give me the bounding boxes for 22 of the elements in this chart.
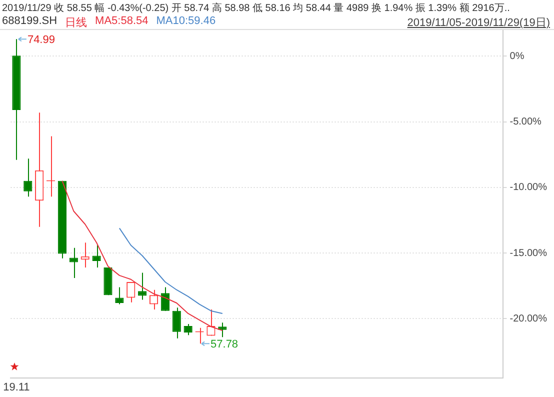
candlestick [69, 247, 78, 279]
text: 2019/11/05-2019/11/29(19日) [407, 16, 550, 30]
y-tick-label: -15.00% [510, 248, 548, 259]
candlestick [126, 281, 136, 303]
y-tick-label: 0% [510, 51, 524, 62]
annotation: 57.78 [210, 338, 238, 351]
x-tick-label: 19.11 [3, 381, 30, 394]
chart-title: 2019/11/29 收 58.55 幅 -0.43%(-0.25) 开 58.74 高 58.98 低 58.16 均 58.44 量 4989 换 1.94% 振 1.39% 额 2916万.. [2, 2, 510, 15]
text: 日线 [65, 16, 88, 30]
candlestick [172, 307, 181, 339]
candlestick [218, 322, 227, 338]
annotation: 74.99 [27, 34, 55, 46]
candlestick [24, 158, 32, 198]
text: MA5:58.54 [95, 15, 148, 29]
y-tick-label: -20.00% [510, 313, 548, 324]
text: MA10:59.46 [156, 15, 216, 29]
y-tick-label: -5.00% [510, 116, 542, 128]
chart-subtitle: 688199.SH [2, 15, 58, 29]
y-tick-label: -10.00% [510, 182, 548, 194]
candlestick [115, 286, 124, 305]
candlestick [138, 272, 147, 300]
candlestick [92, 244, 101, 268]
